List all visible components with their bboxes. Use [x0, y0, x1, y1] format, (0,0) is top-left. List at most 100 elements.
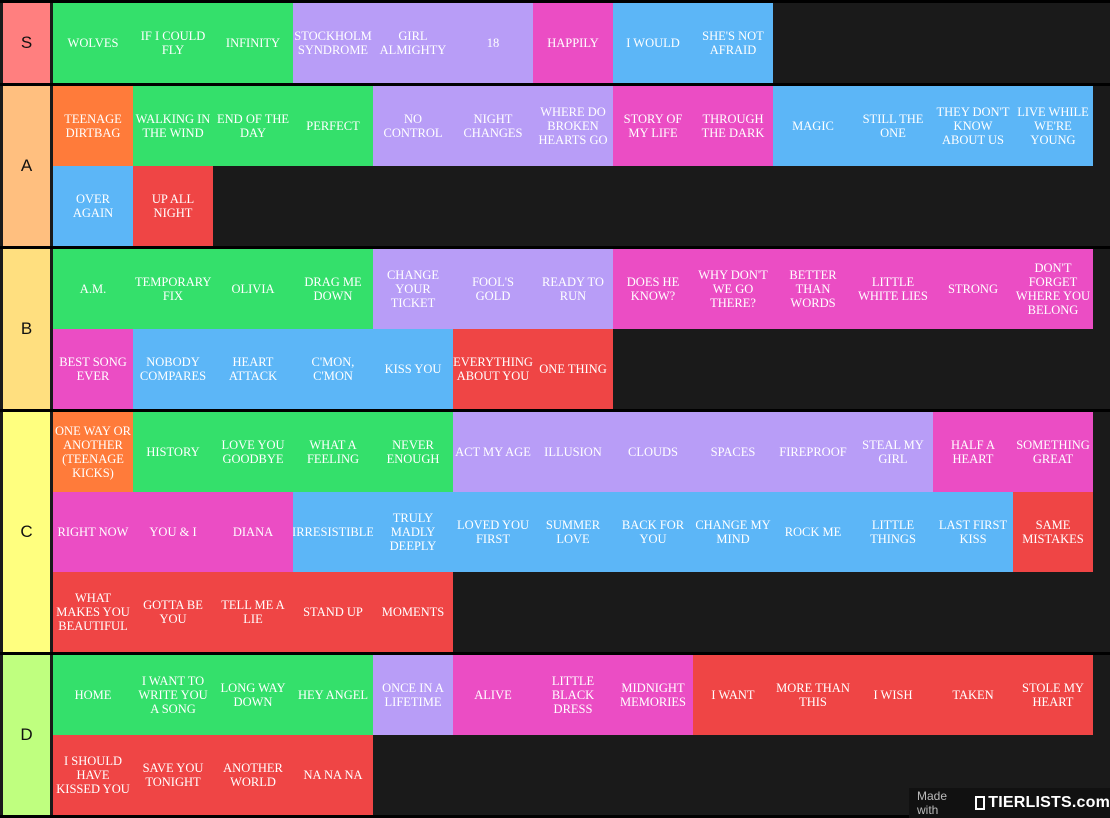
tier-item[interactable]: MIDNIGHT MEMORIES [613, 655, 693, 735]
tier-item[interactable]: MOMENTS [373, 572, 453, 652]
tier-item[interactable]: ILLUSION [533, 412, 613, 492]
tier-item[interactable]: RIGHT NOW [53, 492, 133, 572]
tier-item[interactable]: ALIVE [453, 655, 533, 735]
tier-item[interactable]: HEY ANGEL [293, 655, 373, 735]
tier-item[interactable]: LONG WAY DOWN [213, 655, 293, 735]
tier-item[interactable]: LITTLE THINGS [853, 492, 933, 572]
tier-item[interactable]: I WANT [693, 655, 773, 735]
tier-item[interactable]: STOLE MY HEART [1013, 655, 1093, 735]
tier-item[interactable]: HALF A HEART [933, 412, 1013, 492]
tier-item[interactable]: NIGHT CHANGES [453, 86, 533, 166]
tier-item[interactable]: ONE WAY OR ANOTHER (TEENAGE KICKS) [53, 412, 133, 492]
tier-item[interactable]: HEART ATTACK [213, 329, 293, 409]
tier-item[interactable]: A.M. [53, 249, 133, 329]
tier-item[interactable]: ANOTHER WORLD [213, 735, 293, 815]
tier-item[interactable]: WHAT MAKES YOU BEAUTIFUL [53, 572, 133, 652]
tier-item[interactable]: OVER AGAIN [53, 166, 133, 246]
tier-item[interactable]: SHE'S NOT AFRAID [693, 3, 773, 83]
tier-item[interactable]: INFINITY [213, 3, 293, 83]
tier-item[interactable]: LIVE WHILE WE'RE YOUNG [1013, 86, 1093, 166]
tier-item[interactable]: ONCE IN A LIFETIME [373, 655, 453, 735]
tier-item[interactable]: SOMETHING GREAT [1013, 412, 1093, 492]
tier-item[interactable]: C'MON, C'MON [293, 329, 373, 409]
tier-item[interactable]: DON'T FORGET WHERE YOU BELONG [1013, 249, 1093, 329]
tier-item[interactable]: TEENAGE DIRTBAG [53, 86, 133, 166]
tier-item[interactable]: DRAG ME DOWN [293, 249, 373, 329]
tier-item[interactable]: I WOULD [613, 3, 693, 83]
tier-item[interactable]: ONE THING [533, 329, 613, 409]
tier-item[interactable]: READY TO RUN [533, 249, 613, 329]
tier-item[interactable]: NO CONTROL [373, 86, 453, 166]
tier-label-b[interactable]: B [3, 249, 50, 409]
tier-item[interactable]: DIANA [213, 492, 293, 572]
tier-item[interactable]: DOES HE KNOW? [613, 249, 693, 329]
tier-item[interactable]: MAGIC [773, 86, 853, 166]
tier-item[interactable]: MORE THAN THIS [773, 655, 853, 735]
tier-item[interactable]: BETTER THAN WORDS [773, 249, 853, 329]
tier-item[interactable]: NA NA NA [293, 735, 373, 815]
tier-item[interactable]: I SHOULD HAVE KISSED YOU [53, 735, 133, 815]
tier-item[interactable]: END OF THE DAY [213, 86, 293, 166]
tier-label-s[interactable]: S [3, 3, 50, 83]
tier-item[interactable]: YOU & I [133, 492, 213, 572]
tier-item[interactable]: WOLVES [53, 3, 133, 83]
tier-item[interactable]: LOVE YOU GOODBYE [213, 412, 293, 492]
tier-item[interactable]: WHAT A FEELING [293, 412, 373, 492]
tier-item[interactable]: IRRESISTIBLE [293, 492, 373, 572]
tier-item[interactable]: STOCKHOLM SYNDROME [293, 3, 373, 83]
tier-item[interactable]: HISTORY [133, 412, 213, 492]
tier-item[interactable]: NEVER ENOUGH [373, 412, 453, 492]
tier-item[interactable]: LITTLE WHITE LIES [853, 249, 933, 329]
tier-item[interactable]: TRULY MADLY DEEPLY [373, 492, 453, 572]
tier-item[interactable]: LITTLE BLACK DRESS [533, 655, 613, 735]
tier-item[interactable]: SAVE YOU TONIGHT [133, 735, 213, 815]
tier-item[interactable]: ACT MY AGE [453, 412, 533, 492]
tier-label-c[interactable]: C [3, 412, 50, 652]
tier-item[interactable]: STILL THE ONE [853, 86, 933, 166]
tier-item[interactable]: FOOL'S GOLD [453, 249, 533, 329]
tier-item[interactable]: NOBODY COMPARES [133, 329, 213, 409]
tier-label-d[interactable]: D [3, 655, 50, 815]
tier-item[interactable]: STORY OF MY LIFE [613, 86, 693, 166]
tier-item[interactable]: WHERE DO BROKEN HEARTS GO [533, 86, 613, 166]
tier-item[interactable]: BEST SONG EVER [53, 329, 133, 409]
tier-items-c: ONE WAY OR ANOTHER (TEENAGE KICKS) HISTOR… [53, 412, 1093, 652]
tier-item[interactable]: WHY DON'T WE GO THERE? [693, 249, 773, 329]
tier-item[interactable]: OLIVIA [213, 249, 293, 329]
tier-item[interactable]: LAST FIRST KISS [933, 492, 1013, 572]
tier-item[interactable]: SUMMER LOVE [533, 492, 613, 572]
tier-item[interactable]: UP ALL NIGHT [133, 166, 213, 246]
tier-item[interactable]: GOTTA BE YOU [133, 572, 213, 652]
tier-row-a: A TEENAGE DIRTBAG WALKING IN THE WIND END O… [0, 86, 1110, 246]
tier-item[interactable]: CHANGE YOUR TICKET [373, 249, 453, 329]
tier-item[interactable]: HAPPILY [533, 3, 613, 83]
tier-item[interactable]: CHANGE MY MIND [693, 492, 773, 572]
tier-item[interactable]: LOVED YOU FIRST [453, 492, 533, 572]
tier-item[interactable]: ROCK ME [773, 492, 853, 572]
tier-item[interactable]: STRONG [933, 249, 1013, 329]
tier-item[interactable]: EVERYTHING ABOUT YOU [453, 329, 533, 409]
tier-item[interactable]: BACK FOR YOU [613, 492, 693, 572]
tier-item[interactable]: I WANT TO WRITE YOU A SONG [133, 655, 213, 735]
tier-item[interactable]: FIREPROOF [773, 412, 853, 492]
tier-item[interactable]: 18 [453, 3, 533, 83]
tier-item[interactable]: GIRL ALMIGHTY [373, 3, 453, 83]
tier-item[interactable]: CLOUDS [613, 412, 693, 492]
tier-item[interactable]: TAKEN [933, 655, 1013, 735]
tier-item[interactable]: HOME [53, 655, 133, 735]
tier-item[interactable]: KISS YOU [373, 329, 453, 409]
tier-item[interactable]: STEAL MY GIRL [853, 412, 933, 492]
made-with-watermark[interactable]: Made with TIERLISTS.com [909, 788, 1110, 818]
tier-item[interactable]: STAND UP [293, 572, 373, 652]
tier-item[interactable]: THROUGH THE DARK [693, 86, 773, 166]
tier-item[interactable]: WALKING IN THE WIND [133, 86, 213, 166]
tier-item[interactable]: I WISH [853, 655, 933, 735]
tier-item[interactable]: IF I COULD FLY [133, 3, 213, 83]
tier-item[interactable]: PERFECT [293, 86, 373, 166]
tier-item[interactable]: TEMPORARY FIX [133, 249, 213, 329]
tier-item[interactable]: TELL ME A LIE [213, 572, 293, 652]
tier-item[interactable]: SAME MISTAKES [1013, 492, 1093, 572]
tier-item[interactable]: SPACES [693, 412, 773, 492]
tier-item[interactable]: THEY DON'T KNOW ABOUT US [933, 86, 1013, 166]
tier-label-a[interactable]: A [3, 86, 50, 246]
